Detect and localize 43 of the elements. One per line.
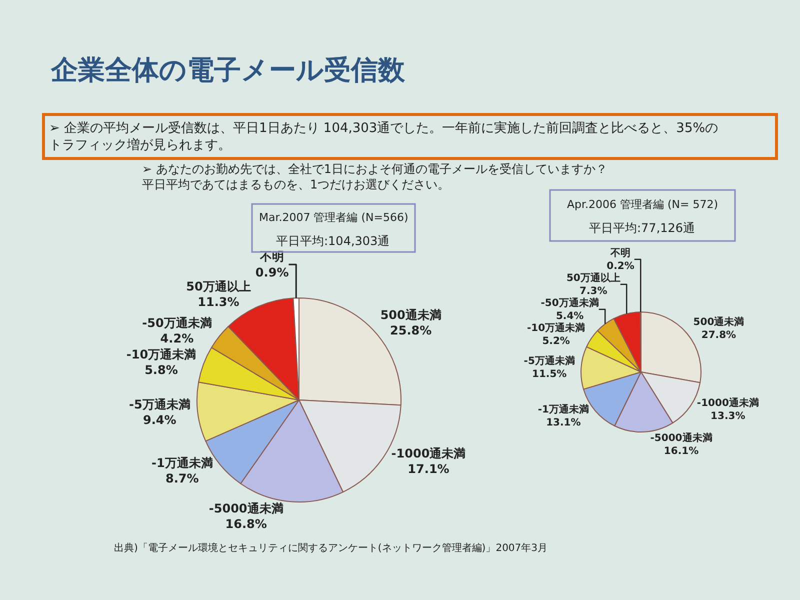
- data-label: 7.3%: [580, 286, 608, 297]
- slice-label: -10万通未満: [527, 322, 586, 334]
- slice-label: -1000通未満: [696, 397, 759, 410]
- slice-label: 不明: [610, 246, 631, 259]
- data-label: 11.3%: [198, 294, 240, 309]
- data-label: 8.7%: [165, 472, 199, 486]
- data-label: 5.2%: [542, 336, 570, 347]
- slice-label: -1000通未満: [391, 446, 466, 460]
- data-label: 0.2%: [606, 260, 634, 272]
- slice-label: -5万通未満: [128, 398, 190, 412]
- data-label: 17.1%: [408, 462, 450, 476]
- slice-label: -5000通未満: [650, 432, 712, 444]
- data-label: 5.8%: [144, 363, 178, 378]
- slice-label: -1万通未満: [538, 404, 589, 416]
- chart-subtitle: 平日平均:104,303通: [276, 234, 390, 248]
- chart-subtitle: 平日平均:77,126通: [589, 221, 696, 235]
- chart-title: Mar.2007 管理者編 (N=566): [259, 211, 408, 224]
- data-label: 25.8%: [390, 323, 432, 338]
- data-label: 11.5%: [532, 369, 567, 380]
- data-label: 13.3%: [710, 411, 746, 422]
- source-note: 出典)「電子メール環境とセキュリティに関するアンケート(ネットワーク管理者編)」2007年3月: [114, 542, 548, 554]
- text: ➢ 企業の平均メール受信数は、平日1日あたり 104,303通でした。一年前に実施した前回調査と比べると、35%のトラフィック増が見られます。: [49, 120, 718, 153]
- slice-label: -5万通未満: [524, 355, 575, 368]
- data-label: 16.8%: [225, 517, 267, 532]
- slice-label: -10万通未満: [126, 348, 196, 362]
- chart-title: Apr.2006 管理者編 (N= 572): [567, 198, 718, 211]
- slice-label: 500通未満: [380, 308, 442, 322]
- slice-label: 50万通以上: [566, 272, 620, 284]
- text: 企業全体の電子メール受信数: [50, 55, 406, 86]
- data-label: 5.4%: [556, 310, 584, 322]
- slice-label: 500通未満: [693, 316, 744, 328]
- data-label: 27.8%: [701, 330, 736, 341]
- slice-label: -50万通未満: [540, 296, 599, 309]
- data-label: 9.4%: [143, 413, 176, 428]
- slice-label: -1万通未満: [151, 456, 213, 470]
- data-label: 0.9%: [255, 265, 289, 280]
- data-label: 13.1%: [546, 418, 581, 429]
- data-label: 16.1%: [664, 446, 699, 457]
- slice-label: -5000通未満: [208, 502, 284, 516]
- text: ➢ あなたのお勤め先では、全社で1日におよそ何通の電子メールを受信していますか？平日平均であてはまるものを、1つだけお選びください。: [142, 162, 608, 192]
- data-label: 4.2%: [160, 332, 194, 346]
- slice-label: -50万通未満: [142, 316, 212, 330]
- slice-label: 50万通以上: [186, 279, 251, 294]
